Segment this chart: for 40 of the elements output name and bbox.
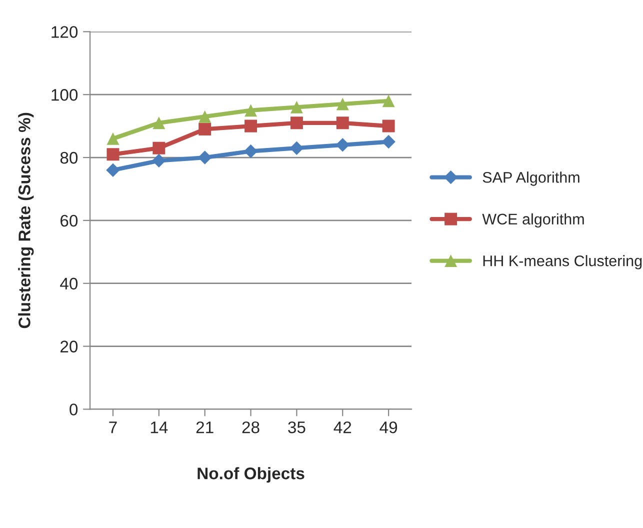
point [336,116,349,130]
y-tick-label: 20 [60,340,78,352]
point [382,134,396,149]
legend-label: WCE algorithm [482,213,584,228]
x-tick-label: 14 [150,422,168,434]
legend-label: HH K-means Clustering [483,255,642,270]
point [336,138,350,152]
point [382,94,395,108]
point [152,116,166,130]
y-tick-label: 40 [60,278,78,290]
y-tick-label: 120 [52,26,78,38]
x-tick-label: 21 [196,421,214,434]
point [198,150,212,164]
legend-label: SAP Algorithm [482,172,580,186]
point [106,132,120,145]
point [290,116,303,130]
point [106,148,120,161]
point [198,110,212,123]
point [244,120,258,132]
point [290,141,304,155]
point [336,98,349,110]
y-tick-label: 0 [70,404,78,416]
y-tick-label: 60 [60,214,78,227]
point [106,163,120,177]
point [382,120,395,132]
point [152,142,166,154]
x-tick-label: 42 [334,421,352,434]
y-tick-label: 80 [60,152,78,164]
point [244,144,258,158]
point [198,122,212,136]
x-tick-label: 35 [288,421,306,434]
point [244,104,258,117]
point [152,154,166,168]
x-tick-label: 7 [109,422,117,434]
x-axis-title: No.of Objects [198,467,304,483]
point [290,100,303,114]
y-tick-label: 100 [52,89,78,101]
x-tick-label: 49 [380,421,398,434]
x-tick-label: 28 [242,421,260,434]
y-axis-title: Clustering Rate (Sucess %) [18,112,34,328]
